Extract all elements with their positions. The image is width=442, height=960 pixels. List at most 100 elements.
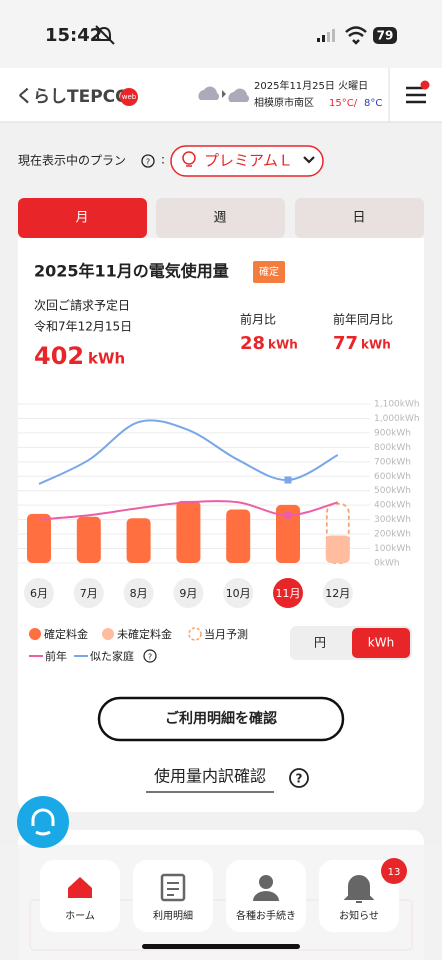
help-icon[interactable] — [289, 768, 309, 788]
legend-label: 前年 — [45, 649, 67, 663]
bar — [325, 535, 350, 563]
legend-label: 未確定料金 — [117, 627, 172, 641]
usage-chart: 0kWh 100kWh 200kWh 300kWh 400kWh 500kWh 600kWh… — [18, 400, 420, 608]
tab-label: 日 — [352, 211, 365, 226]
tab-month[interactable] — [18, 198, 147, 238]
bar — [276, 504, 300, 563]
y-tick-label: 600kWh — [374, 472, 411, 482]
tab-week[interactable] — [156, 198, 285, 238]
month-button[interactable] — [223, 578, 254, 608]
prev-month-unit: kWh — [268, 338, 298, 352]
plan-separator: : — [161, 153, 165, 167]
help-mark: ? — [148, 653, 152, 662]
nav-label: お知らせ — [339, 909, 379, 922]
month-button[interactable] — [322, 578, 353, 608]
y-tick-label: 500kWh — [374, 486, 411, 496]
help-icon[interactable] — [143, 649, 157, 663]
prev-year-unit: kWh — [361, 338, 391, 352]
x-tick-label: 6月 — [30, 587, 48, 600]
detail-button[interactable] — [97, 696, 345, 742]
line-marker — [284, 511, 292, 519]
plan-selector[interactable]: プレミアムＬ — [170, 145, 324, 177]
billing-label: 次回ご請求予定日 — [34, 298, 130, 313]
prev-month-label: 前月比 — [240, 312, 276, 327]
toggle-option[interactable]: 円 — [314, 636, 326, 650]
nav-notices[interactable] — [319, 860, 399, 932]
date: 2025年11月25日 火曜日 — [254, 79, 368, 92]
badge-bg — [253, 261, 285, 283]
usage-amount: 402 — [34, 342, 84, 370]
help-mark: ? — [296, 772, 303, 786]
battery-level: 79 — [377, 29, 394, 43]
month-button[interactable] — [273, 578, 303, 608]
home-indicator — [142, 944, 300, 949]
nav-statement[interactable] — [133, 860, 213, 932]
legend-swatch — [188, 627, 202, 641]
bar — [27, 513, 51, 563]
plan-label: 現在表示中のプラン — [18, 153, 126, 168]
x-tick-label: 11月 — [276, 587, 301, 600]
y-tick-label: 0kWh — [374, 559, 400, 569]
x-tick-label: 8月 — [130, 587, 148, 600]
y-tick-label: 300kWh — [374, 515, 411, 525]
badge: 確定 — [259, 265, 279, 278]
logo-badge: web — [122, 93, 137, 101]
y-tick-label: 1,100kWh — [374, 400, 420, 410]
battery — [373, 27, 397, 44]
month-button[interactable] — [123, 578, 154, 608]
y-tick-label: 800kWh — [374, 443, 411, 453]
mute-icon — [95, 25, 115, 45]
y-tick-label: 700kWh — [374, 457, 411, 467]
temp-high: 15°C/ — [329, 98, 358, 109]
help-icon[interactable] — [141, 154, 155, 168]
plan-name: プレミアムＬ — [204, 152, 293, 170]
bar — [176, 500, 201, 563]
x-tick-label: 7月 — [80, 587, 98, 600]
breakdown-link[interactable]: 使用量内訳確認 — [154, 767, 266, 786]
wifi-icon — [345, 26, 367, 45]
month-button[interactable] — [73, 578, 104, 608]
usage-unit: kWh — [88, 350, 125, 368]
x-tick-label: 12月 — [325, 587, 350, 600]
notice-badge — [381, 858, 407, 884]
y-tick-label: 200kWh — [374, 530, 411, 540]
legend-swatch — [102, 628, 114, 640]
support-button[interactable] — [17, 796, 69, 848]
weather-rain-icon — [198, 86, 220, 100]
logo: くらしTEPCO — [16, 87, 130, 107]
month-button[interactable] — [173, 578, 204, 608]
menu-button[interactable] — [406, 80, 430, 104]
y-tick-label: 100kWh — [374, 544, 411, 554]
prev-month-value: 28 — [240, 333, 265, 354]
toggle-option[interactable]: kWh — [368, 636, 394, 650]
forecast-bar — [325, 502, 350, 564]
usage-card — [18, 238, 424, 812]
y-tick-label: 400kWh — [374, 501, 411, 511]
billing-date: 令和7年12月15日 — [34, 319, 132, 334]
unit-toggle-active — [352, 628, 410, 658]
legend-swatch — [29, 628, 41, 640]
weather-arrow — [222, 90, 226, 98]
y-tick-label: 900kWh — [374, 428, 411, 438]
notice-count: 13 — [388, 867, 401, 878]
bar — [126, 518, 151, 563]
bar — [76, 516, 101, 563]
tab-day[interactable] — [295, 198, 424, 238]
time: 15:42 — [45, 25, 102, 46]
logo-badge-bg — [120, 88, 138, 106]
month-button[interactable] — [24, 578, 54, 608]
nav-procedures[interactable] — [226, 860, 306, 932]
legend-label: 似た家庭 — [90, 649, 134, 663]
prev-year-value: 77 — [333, 333, 358, 354]
x-tick-label: 9月 — [179, 587, 197, 600]
bar — [226, 509, 251, 563]
legend-label: 確定料金 — [44, 627, 88, 641]
y-tick-label: 1,000kWh — [374, 414, 420, 424]
header — [0, 68, 442, 122]
nav-home[interactable] — [40, 860, 120, 932]
prev-year-label: 前年同月比 — [333, 312, 393, 327]
status-bar — [0, 0, 442, 68]
